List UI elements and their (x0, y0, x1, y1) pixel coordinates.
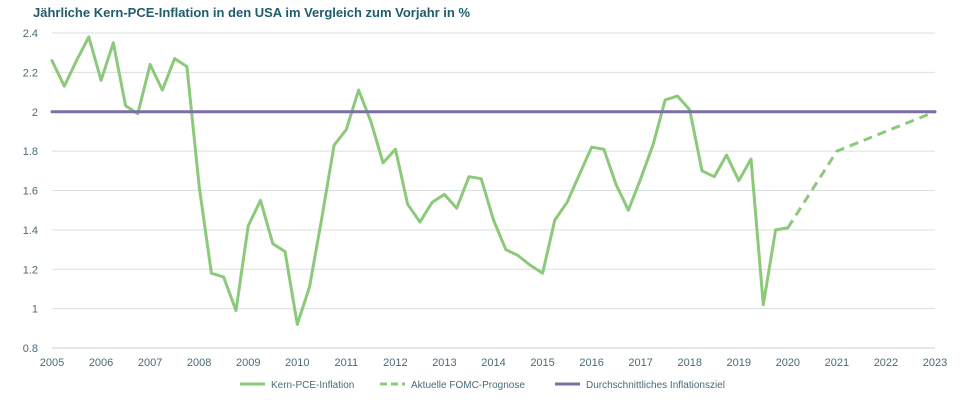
x-tick-label: 2009 (236, 357, 260, 369)
y-tick-label: 2.2 (23, 67, 38, 79)
x-tick-label: 2007 (138, 357, 162, 369)
y-tick-label: 1.8 (23, 146, 38, 158)
x-tick-label: 2015 (530, 357, 554, 369)
y-tick-label: 2 (32, 107, 38, 119)
legend: Kern-PCE-Inflation Aktuelle FOMC-Prognose… (240, 380, 725, 391)
x-tick-label: 2005 (40, 357, 64, 369)
x-tick-label: 2012 (383, 357, 407, 369)
x-axis: 2005 2006 2007 2008 2009 2010 2011 2012 2013 2014… (40, 347, 947, 369)
x-tick-label: 2014 (481, 357, 505, 369)
y-tick-label: 2.4 (23, 28, 38, 40)
x-tick-label: 2008 (187, 357, 211, 369)
chart-title: Jährliche Kern-PCE-Inflation in den USA … (33, 5, 471, 20)
x-tick-label: 2017 (628, 357, 652, 369)
x-tick-label: 2006 (89, 357, 113, 369)
series-line-aktuelle-fomc-prognose (786, 110, 936, 229)
x-tick-label: 2011 (335, 357, 359, 369)
x-tick-label: 2013 (432, 357, 456, 369)
y-tick-label: 1.4 (23, 225, 38, 237)
x-tick-label: 2016 (579, 357, 603, 369)
legend-label: Kern-PCE-Inflation (271, 380, 354, 391)
y-tick-label: 1.6 (23, 186, 38, 198)
x-tick-label: 2020 (776, 357, 800, 369)
x-tick-label: 2010 (285, 357, 309, 369)
y-axis: 0.8 1 1.2 1.4 1.6 1.8 2 2.2 2.4 (23, 28, 38, 355)
x-tick-label: 2019 (727, 357, 751, 369)
gridlines (52, 32, 935, 349)
y-tick-label: 1.2 (23, 264, 38, 276)
x-tick-label: 2018 (677, 357, 701, 369)
series-layer (50, 35, 937, 326)
y-tick-label: 0.8 (23, 343, 38, 355)
series-line-kern-pce-inflation (50, 35, 790, 326)
legend-label: Aktuelle FOMC-Prognose (411, 380, 525, 391)
legend-label: Durchschnittliches Inflationsziel (586, 380, 725, 391)
x-tick-label: 2021 (825, 357, 849, 369)
x-tick-label: 2022 (874, 357, 898, 369)
x-tick-label: 2023 (923, 357, 947, 369)
y-tick-label: 1 (32, 304, 38, 316)
